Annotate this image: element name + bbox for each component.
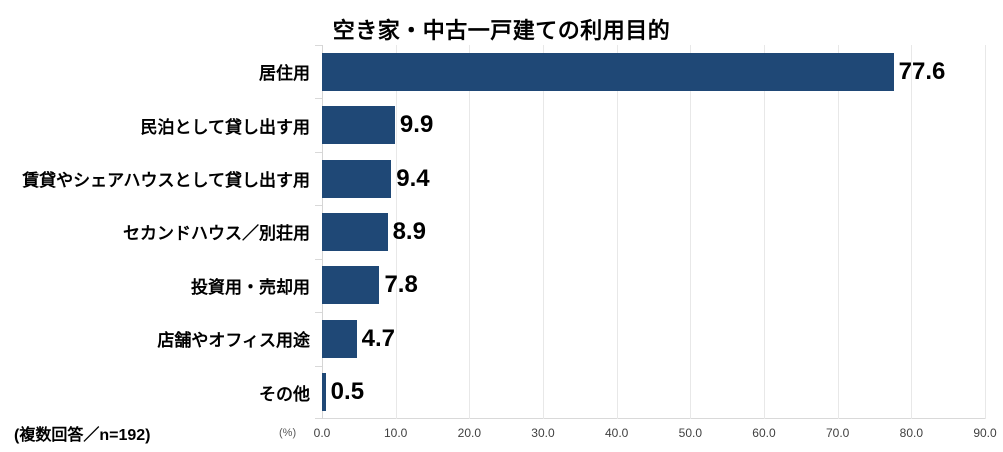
chart-body: 居住用民泊として貸し出す用賃貸やシェアハウスとして貸し出す用セカンドハウス／別荘…: [0, 45, 986, 419]
sample-size-note: (複数回答／n=192): [14, 427, 151, 444]
gridline: [469, 45, 471, 419]
bar-series: 77.6 9.9 9.4 8.9 7.8 4.7 0.5: [322, 45, 985, 419]
gridline: [543, 45, 544, 419]
bar-row: 9.4: [322, 152, 985, 205]
category-tick: [315, 151, 322, 153]
category-tick: [315, 312, 322, 314]
category-label: セカンドハウス／別荘用: [123, 224, 310, 244]
bar: [322, 159, 392, 198]
gridline: [395, 45, 397, 419]
plot-area: 77.6 9.9 9.4 8.9 7.8 4.7 0.5: [315, 45, 986, 419]
bar-value-label: 9.9: [399, 111, 434, 139]
axis-unit-label: (%): [279, 427, 297, 439]
bar-value-label: 7.8: [384, 271, 418, 299]
category-tick: [315, 45, 322, 46]
category-tick: [315, 418, 322, 419]
bar-value-label: 4.7: [361, 324, 395, 352]
bar: [322, 373, 326, 412]
x-tick-label: 80.0: [899, 426, 923, 440]
bar: [322, 106, 395, 145]
bar-row: 7.8: [322, 259, 985, 312]
bar-value-label: 8.9: [392, 217, 426, 245]
x-tick-label: 60.0: [752, 426, 776, 440]
category-tick: [315, 258, 322, 260]
x-tick-label: 90.0: [973, 426, 997, 440]
bar: [322, 319, 357, 358]
x-tick-label: 30.0: [531, 426, 555, 440]
x-tick-label: 0.0: [313, 426, 331, 440]
gridline: [985, 45, 986, 419]
category-label: 居住用: [259, 64, 310, 84]
gridline: [616, 45, 618, 419]
bar-value-label: 77.6: [898, 57, 946, 85]
bar: [322, 52, 894, 91]
gridline: [837, 45, 839, 419]
gridline: [690, 45, 692, 419]
x-tick-label: 40.0: [604, 426, 629, 440]
x-tick-label: 70.0: [825, 426, 850, 440]
bar-row: 4.7: [322, 312, 985, 365]
category-label: 賃貸やシェアハウスとして貸し出す用: [22, 171, 310, 191]
gridline: [911, 45, 913, 419]
bar-row: 77.6: [322, 45, 985, 98]
chart-title: 空き家・中古一戸建ての利用目的: [332, 18, 671, 43]
category-label: 店舗やオフィス用途: [157, 331, 310, 351]
bar: [322, 266, 380, 305]
category-label: 投資用・売却用: [191, 277, 310, 297]
category-label: その他: [259, 384, 310, 404]
x-tick-label: 20.0: [457, 426, 481, 440]
bar-row: 0.5: [322, 366, 985, 419]
bar-value-label: 0.5: [330, 378, 365, 406]
x-axis-line: [322, 418, 985, 419]
category-tick: [315, 98, 322, 100]
category-label: 民泊として貸し出す用: [140, 117, 311, 137]
x-axis: (%) 0.0 10.0 20.0 30.0 40.0 50.0 60.0 70.0 80.0 9…: [279, 424, 997, 442]
bar-row: 9.9: [322, 98, 985, 151]
bar-row: 8.9: [322, 205, 985, 258]
category-tick: [315, 365, 322, 367]
gridline: [764, 45, 765, 419]
x-tick-label: 10.0: [383, 426, 408, 440]
bar: [322, 212, 388, 251]
bar-value-label: 9.4: [396, 164, 430, 192]
category-tick: [315, 205, 322, 207]
category-axis: 居住用民泊として貸し出す用賃貸やシェアハウスとして貸し出す用セカンドハウス／別荘…: [0, 45, 310, 419]
x-tick-label: 50.0: [678, 426, 702, 440]
